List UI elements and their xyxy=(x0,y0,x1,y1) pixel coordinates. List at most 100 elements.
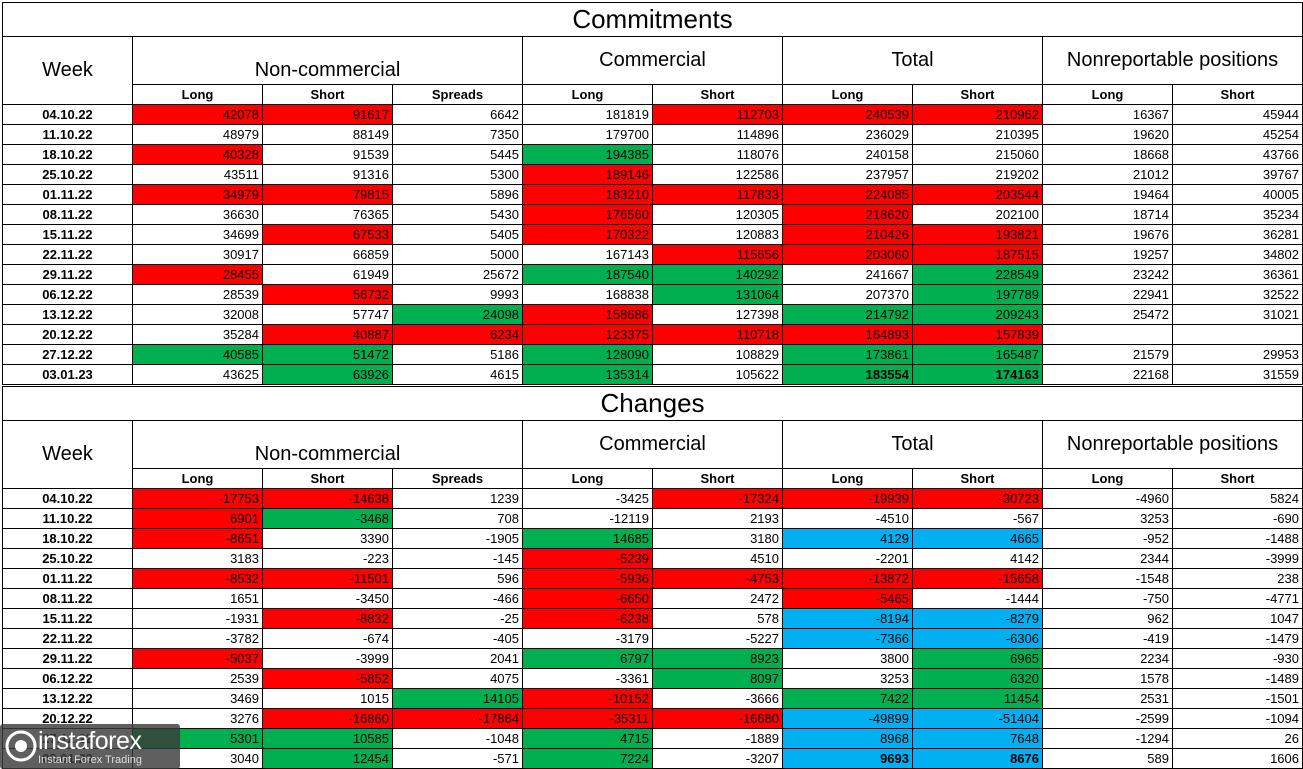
value-cell: 4129 xyxy=(782,528,913,549)
value-cell: -8532 xyxy=(132,568,263,589)
value-cell: 3253 xyxy=(782,668,913,689)
week-cell: 18.10.22 xyxy=(2,528,133,549)
value-cell: -5037 xyxy=(132,648,263,669)
value-cell: 5186 xyxy=(392,344,523,365)
value-cell: 4615 xyxy=(392,364,523,385)
value-cell: 118076 xyxy=(652,144,783,165)
value-cell: 210426 xyxy=(782,224,913,245)
column-header: Short xyxy=(652,468,783,489)
value-cell: 210962 xyxy=(912,104,1043,125)
logo-icon xyxy=(5,730,37,762)
value-cell: 2539 xyxy=(132,668,263,689)
value-cell: 22941 xyxy=(1042,284,1173,305)
column-header: Long xyxy=(522,468,653,489)
value-cell: 35284 xyxy=(132,324,263,345)
column-header: Spreads xyxy=(392,468,523,489)
value-cell: -8651 xyxy=(132,528,263,549)
week-cell: 04.10.22 xyxy=(2,488,133,509)
week-cell: 15.11.22 xyxy=(2,224,133,245)
value-cell: 14685 xyxy=(522,528,653,549)
value-cell: 19676 xyxy=(1042,224,1173,245)
value-cell: 240158 xyxy=(782,144,913,165)
value-cell: -1094 xyxy=(1172,708,1303,729)
week-cell: 20.12.22 xyxy=(2,324,133,345)
value-cell: -223 xyxy=(262,548,393,569)
column-header: Long xyxy=(1042,84,1173,105)
value-cell: -51404 xyxy=(912,708,1043,729)
value-cell: 6797 xyxy=(522,648,653,669)
value-cell: 7648 xyxy=(912,728,1043,749)
column-header: Short xyxy=(912,468,1043,489)
value-cell: -571 xyxy=(392,748,523,769)
value-cell: 67533 xyxy=(262,224,393,245)
value-cell: 5300 xyxy=(392,164,523,185)
week-cell: 03.01.23 xyxy=(2,364,133,385)
value-cell: 51472 xyxy=(262,344,393,365)
value-cell: 61949 xyxy=(262,264,393,285)
value-cell xyxy=(1172,324,1303,345)
value-cell: 167143 xyxy=(522,244,653,265)
value-cell: -1889 xyxy=(652,728,783,749)
value-cell: -25 xyxy=(392,608,523,629)
group-header: Total xyxy=(782,420,1043,469)
value-cell: 5405 xyxy=(392,224,523,245)
value-cell: 165487 xyxy=(912,344,1043,365)
value-cell: -145 xyxy=(392,548,523,569)
value-cell: -2599 xyxy=(1042,708,1173,729)
value-cell: -690 xyxy=(1172,508,1303,529)
value-cell: 28539 xyxy=(132,284,263,305)
value-cell: 219202 xyxy=(912,164,1043,185)
group-header: Non-commercial xyxy=(132,420,523,469)
value-cell: 122586 xyxy=(652,164,783,185)
value-cell: 3183 xyxy=(132,548,263,569)
value-cell: 164893 xyxy=(782,324,913,345)
value-cell: 174163 xyxy=(912,364,1043,385)
group-header: Nonreportable positions xyxy=(1042,36,1303,85)
week-cell: 06.12.22 xyxy=(2,668,133,689)
value-cell: 9693 xyxy=(782,748,913,769)
value-cell: 3800 xyxy=(782,648,913,669)
value-cell: 183554 xyxy=(782,364,913,385)
week-cell: 06.12.22 xyxy=(2,284,133,305)
value-cell: -7366 xyxy=(782,628,913,649)
value-cell: -30723 xyxy=(912,488,1043,509)
value-cell: 36281 xyxy=(1172,224,1303,245)
value-cell: 105622 xyxy=(652,364,783,385)
value-cell: 10585 xyxy=(262,728,393,749)
value-cell: -5852 xyxy=(262,668,393,689)
value-cell: 32008 xyxy=(132,304,263,325)
value-cell: -567 xyxy=(912,508,1043,529)
value-cell: 8923 xyxy=(652,648,783,669)
value-cell: 5430 xyxy=(392,204,523,225)
week-cell: 29.11.22 xyxy=(2,648,133,669)
value-cell: 115656 xyxy=(652,244,783,265)
week-cell: 08.11.22 xyxy=(2,204,133,225)
value-cell: 1606 xyxy=(1172,748,1303,769)
value-cell: -1294 xyxy=(1042,728,1173,749)
value-cell: 12454 xyxy=(262,748,393,769)
value-cell: -4771 xyxy=(1172,588,1303,609)
section-title: Changes xyxy=(2,386,1303,421)
value-cell: -3207 xyxy=(652,748,783,769)
value-cell: -8194 xyxy=(782,608,913,629)
value-cell: 25472 xyxy=(1042,304,1173,325)
value-cell: -35311 xyxy=(522,708,653,729)
value-cell: 9993 xyxy=(392,284,523,305)
value-cell: 1015 xyxy=(262,688,393,709)
value-cell: 34802 xyxy=(1172,244,1303,265)
value-cell: 4665 xyxy=(912,528,1043,549)
value-cell: -16680 xyxy=(652,708,783,729)
value-cell: 11454 xyxy=(912,688,1043,709)
value-cell: -3468 xyxy=(262,508,393,529)
column-header: Long xyxy=(132,468,263,489)
value-cell: 42078 xyxy=(132,104,263,125)
value-cell: -17753 xyxy=(132,488,263,509)
week-header: Week xyxy=(2,420,133,489)
value-cell: 207370 xyxy=(782,284,913,305)
value-cell: -1488 xyxy=(1172,528,1303,549)
value-cell: 140292 xyxy=(652,264,783,285)
value-cell: -12119 xyxy=(522,508,653,529)
value-cell: 25672 xyxy=(392,264,523,285)
value-cell: 3180 xyxy=(652,528,783,549)
value-cell: 28455 xyxy=(132,264,263,285)
